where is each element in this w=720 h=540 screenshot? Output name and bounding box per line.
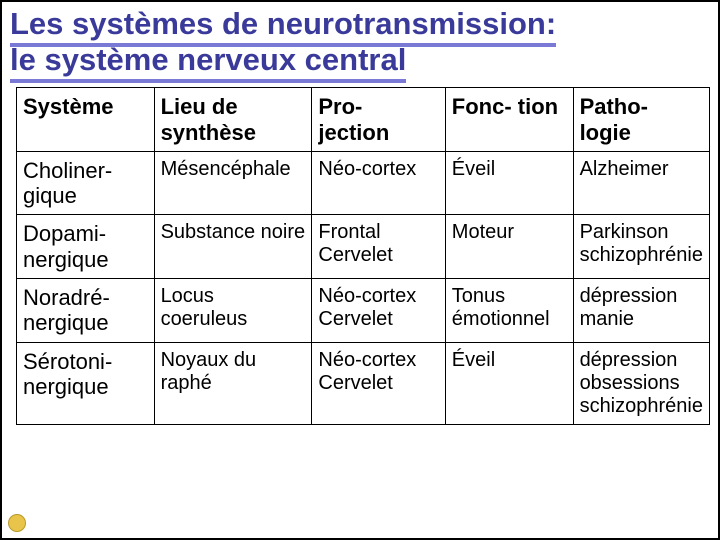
cell-fonction: Éveil bbox=[445, 342, 573, 424]
cell-projection: Néo-cortex bbox=[312, 151, 445, 215]
cell-systeme: Choliner- gique bbox=[17, 151, 155, 215]
table-container: Système Lieu de synthèse Pro- jection Fo… bbox=[2, 79, 718, 424]
cell-lieu: Substance noire bbox=[154, 215, 312, 279]
cell-pathologie: Alzheimer bbox=[573, 151, 709, 215]
table-row: Dopami- nergique Substance noire Frontal… bbox=[17, 215, 710, 279]
slide-title-line2: le système nerveux central bbox=[10, 42, 406, 83]
cell-projection: Néo-cortex Cervelet bbox=[312, 342, 445, 424]
cell-fonction: Tonus émotionnel bbox=[445, 279, 573, 343]
cell-projection: Frontal Cervelet bbox=[312, 215, 445, 279]
table-row: Sérotoni- nergique Noyaux du raphé Néo-c… bbox=[17, 342, 710, 424]
header-fonction: Fonc- tion bbox=[445, 88, 573, 152]
cell-pathologie: dépression manie bbox=[573, 279, 709, 343]
table-row: Choliner- gique Mésencéphale Néo-cortex … bbox=[17, 151, 710, 215]
cell-fonction: Éveil bbox=[445, 151, 573, 215]
cell-lieu: Noyaux du raphé bbox=[154, 342, 312, 424]
cell-pathologie: Parkinson schizophrénie bbox=[573, 215, 709, 279]
neurotransmission-table: Système Lieu de synthèse Pro- jection Fo… bbox=[16, 87, 710, 424]
cell-lieu: Mésencéphale bbox=[154, 151, 312, 215]
slide-frame: Les systèmes de neurotransmission: le sy… bbox=[0, 0, 720, 540]
table-header-row: Système Lieu de synthèse Pro- jection Fo… bbox=[17, 88, 710, 152]
decorative-dot-icon bbox=[8, 514, 26, 532]
table-row: Noradré- nergique Locus coeruleus Néo-co… bbox=[17, 279, 710, 343]
cell-systeme: Sérotoni- nergique bbox=[17, 342, 155, 424]
cell-lieu: Locus coeruleus bbox=[154, 279, 312, 343]
cell-fonction: Moteur bbox=[445, 215, 573, 279]
slide-title-line1: Les systèmes de neurotransmission: bbox=[10, 6, 556, 47]
cell-projection: Néo-cortex Cervelet bbox=[312, 279, 445, 343]
header-pathologie: Patho- logie bbox=[573, 88, 709, 152]
cell-systeme: Dopami- nergique bbox=[17, 215, 155, 279]
cell-systeme: Noradré- nergique bbox=[17, 279, 155, 343]
header-projection: Pro- jection bbox=[312, 88, 445, 152]
header-lieu: Lieu de synthèse bbox=[154, 88, 312, 152]
cell-pathologie: dépression obsessions schizophrénie bbox=[573, 342, 709, 424]
title-block: Les systèmes de neurotransmission: le sy… bbox=[2, 2, 718, 79]
header-systeme: Système bbox=[17, 88, 155, 152]
